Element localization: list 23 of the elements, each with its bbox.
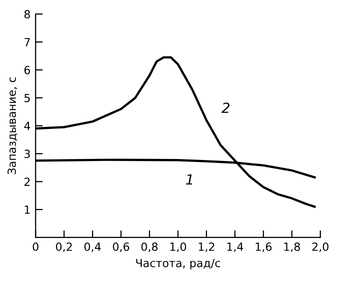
y-tick-label: 5 — [24, 94, 30, 102]
y-tick-label: 1 — [24, 206, 30, 214]
x-tick-label: 0,6 — [112, 242, 130, 252]
y-tick-label: 3 — [24, 150, 30, 158]
x-tick-label: 2,0 — [312, 242, 328, 252]
y-tick-label: 8 — [24, 10, 30, 18]
series-label: 2 — [222, 102, 230, 113]
x-axis-title: Частота, рад/с — [136, 258, 220, 270]
x-tick-label: 0,8 — [141, 242, 158, 252]
y-tick-label: 2 — [24, 178, 30, 186]
x-tick-label: 0,2 — [56, 242, 72, 252]
x-tick-label: 0 — [32, 242, 38, 251]
y-tick-label: 7 — [24, 38, 30, 46]
x-tick-label: 1,0 — [170, 242, 186, 252]
y-tick-label: 4 — [24, 122, 30, 130]
x-tick-label: 0,4 — [84, 242, 101, 252]
series-label: 1 — [186, 174, 192, 184]
y-tick-label: 6 — [24, 66, 30, 74]
y-axis-title: Запаздывание, с — [8, 77, 18, 174]
x-tick-label: 1,2 — [198, 242, 214, 252]
x-tick-label: 1,6 — [256, 242, 272, 252]
x-tick-label: 1,4 — [227, 242, 244, 252]
x-tick-label: 1,8 — [284, 242, 300, 252]
